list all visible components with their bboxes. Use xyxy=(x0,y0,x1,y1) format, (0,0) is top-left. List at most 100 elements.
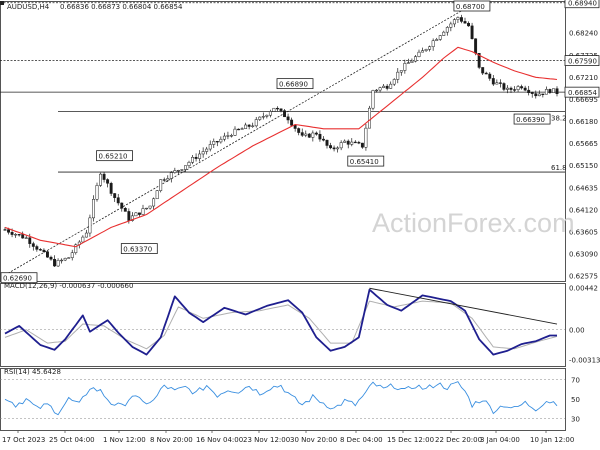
candle-body xyxy=(541,93,545,95)
candle-body xyxy=(481,67,485,74)
candle-body xyxy=(307,133,311,138)
macd-line xyxy=(4,288,557,356)
ohlc-header: 0.66836 0.66873 0.66804 0.66854 xyxy=(60,3,183,11)
price-tick-1: 0.63090 xyxy=(569,251,598,259)
candle-body xyxy=(70,252,74,258)
candle-body xyxy=(219,138,223,143)
candle-body xyxy=(159,179,163,191)
candle-body xyxy=(300,132,304,136)
x-tick-label-1: 25 Oct 04:00 xyxy=(49,436,95,444)
x-tick-label-3: 8 Nov 20:00 xyxy=(150,436,193,444)
candle-body xyxy=(332,147,336,150)
macd-tick-2: -0.003138 xyxy=(569,357,600,365)
candle-body xyxy=(431,40,435,47)
candle-body xyxy=(424,49,428,51)
candle-body xyxy=(205,148,209,152)
candle-body xyxy=(368,107,371,129)
candle-body xyxy=(60,259,64,262)
rsi-tick-1: 50 xyxy=(571,396,580,404)
candle-body xyxy=(435,39,439,41)
candle-body xyxy=(527,89,531,93)
price-box-2 xyxy=(564,86,600,98)
x-tick-label-5: 23 Nov 12:00 xyxy=(243,436,290,444)
candle-body xyxy=(378,87,382,91)
price-tick-4: 0.64635 xyxy=(569,184,598,192)
x-tick-label-4: 16 Nov 04:00 xyxy=(196,436,243,444)
candle-body xyxy=(520,86,524,89)
candle-body xyxy=(187,162,191,166)
candle-body xyxy=(145,207,148,210)
candle-body xyxy=(442,31,446,36)
candle-body xyxy=(279,108,283,111)
candle-body xyxy=(166,178,170,181)
candle-body xyxy=(56,260,60,267)
price-box-label-1: 0.67590 xyxy=(568,58,597,66)
candle-body xyxy=(233,128,237,136)
candle-body xyxy=(127,211,131,221)
panel-frame-price xyxy=(0,1,566,282)
candle-body xyxy=(286,116,290,121)
x-tick-label-7: 8 Dec 04:00 xyxy=(340,436,383,444)
candle-body xyxy=(548,89,552,93)
candle-body xyxy=(463,21,467,24)
candle-body xyxy=(251,125,255,127)
macd-signal-line xyxy=(4,300,558,350)
candle-body xyxy=(403,63,407,71)
candle-body xyxy=(290,119,294,126)
price-box-label-2: 0.66854 xyxy=(568,89,597,97)
swing-box-1 xyxy=(96,150,133,162)
candle-body xyxy=(474,38,478,54)
candle-body xyxy=(141,208,145,215)
candle-body xyxy=(67,257,71,259)
x-tick-label-8: 15 Dec 12:00 xyxy=(387,436,434,444)
candle-body xyxy=(371,90,375,109)
candle-body xyxy=(46,251,49,258)
price-tick-3: 0.64120 xyxy=(569,206,598,214)
candle-body xyxy=(357,142,361,144)
candle-body xyxy=(350,141,354,145)
price-tick-0: 0.62575 xyxy=(569,273,598,281)
candle-body xyxy=(230,135,233,137)
candle-body xyxy=(92,199,95,219)
candle-body xyxy=(509,87,513,90)
candle-body xyxy=(84,232,88,238)
sma-line xyxy=(4,46,558,248)
candle-body xyxy=(268,111,272,116)
candle-body xyxy=(180,169,184,171)
candle-body xyxy=(106,179,110,184)
candle-body xyxy=(155,190,159,200)
candle-body xyxy=(488,73,492,79)
candle-body xyxy=(152,198,156,207)
watermark: ActionForex.com xyxy=(372,208,575,238)
candle-body xyxy=(555,88,559,94)
candle-body xyxy=(322,138,325,141)
price-tick-6: 0.65665 xyxy=(569,140,598,148)
candle-body xyxy=(318,133,322,140)
candle-body xyxy=(502,83,506,90)
candle-body xyxy=(191,156,194,163)
candle-body xyxy=(258,116,262,120)
candle-body xyxy=(116,197,120,204)
macd-tick-1: 0.00 xyxy=(569,327,585,335)
candle-body xyxy=(552,88,555,93)
candle-body xyxy=(237,128,240,131)
candle-body xyxy=(95,185,99,200)
swing-label-4: 0.65410 xyxy=(350,158,379,166)
candle-body xyxy=(194,156,198,159)
candle-body xyxy=(506,87,509,90)
candle-body xyxy=(382,85,386,88)
price-box-1 xyxy=(564,55,600,67)
x-tick-label-2: 1 Nov 12:00 xyxy=(103,436,146,444)
candle-body xyxy=(343,140,347,143)
swing-label-1: 0.65210 xyxy=(99,153,128,161)
panel-frame-rsi xyxy=(0,368,566,431)
candle-body xyxy=(445,27,449,33)
fib-label-0: 38.2 xyxy=(551,115,567,123)
candle-body xyxy=(385,85,389,89)
x-tick-label-0: 17 Oct 2023 xyxy=(2,436,45,444)
candle-body xyxy=(537,93,541,97)
candle-body xyxy=(484,72,488,75)
candle-body xyxy=(42,249,46,252)
x-tick-label-9: 22 Dec 20:00 xyxy=(435,436,482,444)
